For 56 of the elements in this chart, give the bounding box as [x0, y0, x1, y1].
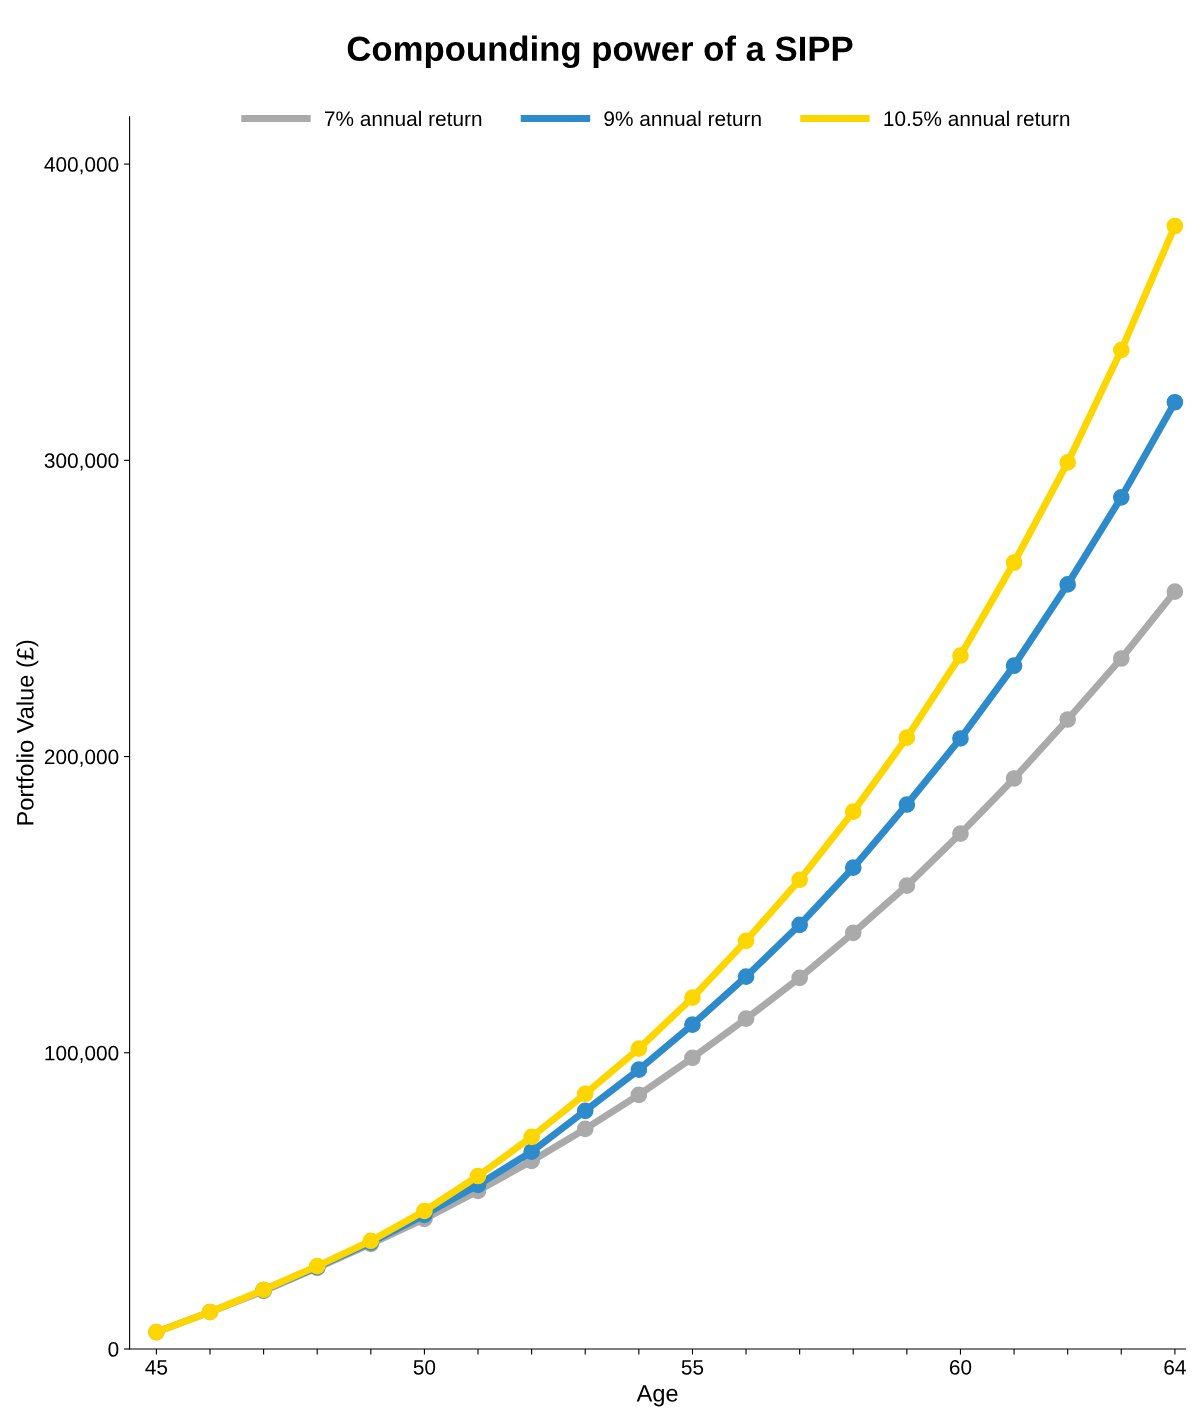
point [576, 1085, 594, 1103]
x-tick-label: 55 [681, 1360, 704, 1375]
x-tick-label: 45 [145, 1360, 168, 1375]
point [898, 877, 916, 895]
point [523, 1143, 540, 1161]
point [684, 989, 701, 1007]
point [844, 803, 862, 820]
point [844, 924, 862, 942]
x-tick-label: 64 [1164, 1359, 1186, 1375]
point [1166, 583, 1184, 600]
point [898, 729, 916, 746]
point [844, 859, 862, 876]
point [791, 969, 808, 987]
point [630, 1086, 648, 1104]
point [1059, 576, 1077, 593]
point [1112, 650, 1130, 667]
legend-label: 7% annual return [324, 110, 482, 127]
point [576, 1120, 594, 1138]
x-tick-label: 50 [413, 1359, 436, 1375]
point [523, 1128, 540, 1146]
point [791, 916, 808, 934]
point [898, 796, 916, 813]
point [1059, 711, 1077, 728]
y-tick-label: 200,000 [44, 749, 119, 767]
point [1166, 217, 1184, 235]
point [952, 647, 969, 664]
y-tick-label: 100,000 [45, 1045, 119, 1063]
point [1166, 393, 1184, 411]
legend-label: 9% annual return [604, 110, 761, 127]
y-axis-title: Portfolio Value (£) [16, 640, 39, 825]
point [469, 1167, 487, 1185]
point [630, 1040, 648, 1057]
y-tick-label: 400,000 [44, 157, 119, 175]
y-tick-label: 300,000 [44, 453, 119, 471]
point [576, 1102, 594, 1120]
point [684, 1016, 701, 1033]
point [952, 825, 969, 842]
point [952, 730, 969, 747]
point [1112, 489, 1130, 506]
x-tick-label: 60 [949, 1359, 972, 1375]
point [1059, 454, 1077, 471]
chart-title: Compounding power of a SIPP [347, 35, 853, 69]
point [737, 1010, 755, 1028]
point [630, 1061, 648, 1078]
point [1005, 657, 1023, 674]
point [791, 871, 808, 889]
point [416, 1202, 433, 1220]
point [1112, 341, 1130, 359]
legend-label: 10.5% annual return [884, 110, 1070, 127]
point [684, 1049, 701, 1067]
point [737, 968, 755, 985]
y-tick-label: 0 [108, 1342, 119, 1357]
point [1005, 770, 1023, 787]
point [1005, 554, 1023, 571]
point [737, 932, 755, 950]
x-axis-title: Age [636, 1385, 678, 1407]
